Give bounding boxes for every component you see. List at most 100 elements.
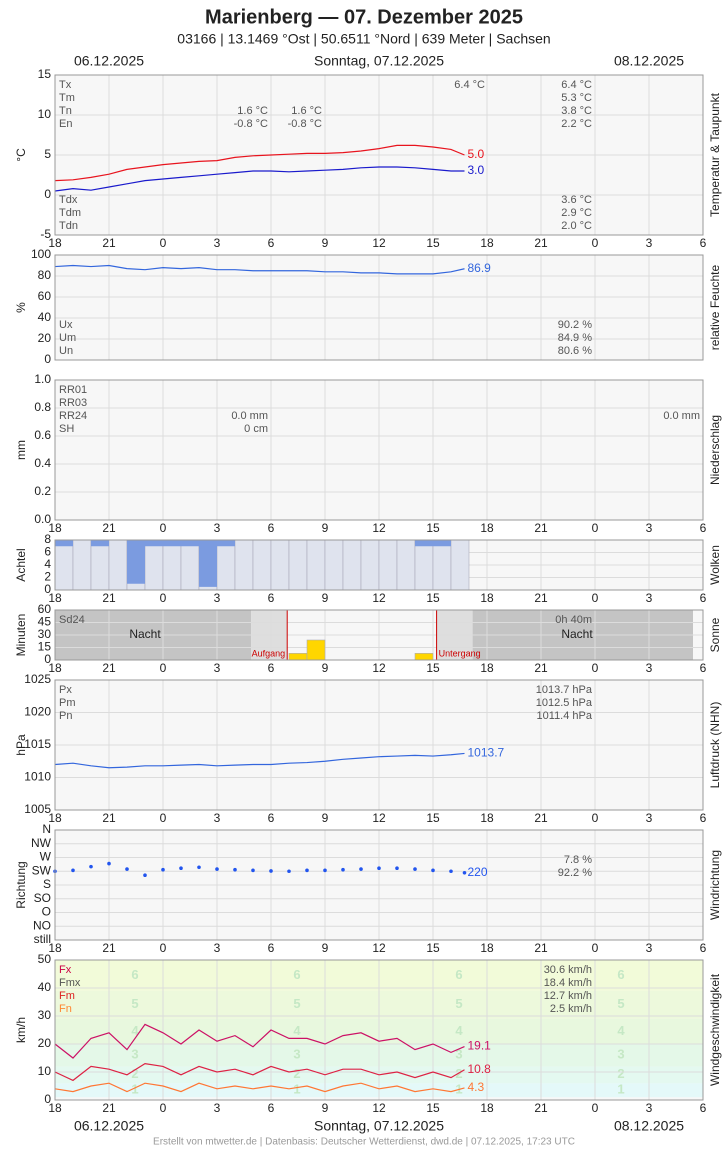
band-label: 2 (131, 1066, 138, 1081)
bar (234, 539, 254, 591)
band-label: 5 (455, 996, 462, 1011)
point (287, 869, 291, 874)
end-label: 19.1 (468, 1039, 492, 1053)
x-tick-label: 18 (480, 521, 494, 535)
x-tick-label: 0 (592, 1101, 599, 1115)
stat-value: 84.9 % (558, 332, 592, 344)
stat-value: 90.2 % (558, 319, 592, 331)
x-tick-label: 18 (48, 941, 62, 955)
bar (270, 539, 290, 591)
stat-value: 7.8 % (564, 854, 592, 866)
stat-value: 1.6 °C (291, 105, 322, 117)
x-tick-label: 6 (700, 591, 707, 605)
bar (360, 539, 380, 591)
y-tick-label: 0.0 (34, 512, 51, 526)
panel-title: Sonne (708, 617, 722, 652)
x-tick-label: 9 (322, 236, 329, 250)
x-tick-label: 9 (322, 661, 329, 675)
band-label: 1 (617, 1082, 624, 1097)
y-tick-label: 1.0 (34, 372, 51, 386)
y-tick-label: 8 (44, 532, 51, 546)
x-tick-label: 18 (480, 941, 494, 955)
line (54, 166, 465, 192)
y-tick-label: 30 (38, 1008, 52, 1022)
x-tick-label: 3 (214, 521, 221, 535)
stat-label: Fmx (59, 977, 81, 989)
bar (432, 539, 452, 591)
point (107, 861, 111, 866)
x-tick-label: 3 (214, 941, 221, 955)
plot-border (54, 379, 704, 521)
y-tick-label: 60 (38, 602, 52, 616)
x-tick-label: 9 (322, 521, 329, 535)
panel-title: Niederschlag (708, 415, 722, 485)
band-label: 3 (617, 1047, 624, 1062)
x-tick-label: 6 (268, 521, 275, 535)
plot-border (54, 679, 704, 811)
end-label: 4.3 (468, 1080, 485, 1094)
stat-value: 0.0 mm (231, 410, 268, 422)
y-tick-label: NO (33, 918, 51, 932)
point (431, 868, 435, 873)
stat-label: Tdm (59, 207, 81, 219)
y-tick-label: 50 (38, 952, 52, 966)
end-label: 220 (468, 865, 488, 879)
y-tick-label: 15 (38, 640, 52, 654)
y-tick-label: 10 (38, 107, 52, 121)
x-tick-label: 0 (160, 1101, 167, 1115)
x-tick-label: 6 (700, 236, 707, 250)
x-tick-label: 21 (102, 236, 116, 250)
y-axis-label: Minuten (14, 614, 28, 657)
stat-label: Tdn (59, 220, 78, 232)
x-tick-label: 15 (426, 811, 440, 825)
stat-value: 2.2 °C (561, 118, 592, 130)
stat-label: Um (59, 332, 76, 344)
point (179, 866, 183, 870)
point (233, 867, 237, 872)
plot-border (54, 254, 704, 361)
panel-title: Windrichtung (708, 850, 722, 920)
stat-value: 2.5 km/h (550, 1003, 592, 1015)
bar (108, 539, 128, 591)
y-axis-label: hPa (14, 734, 28, 756)
x-tick-label: 6 (700, 661, 707, 675)
bar (91, 540, 109, 547)
subtitle: 03166 | 13.1469 °Ost | 50.6511 °Nord | 6… (177, 31, 550, 47)
x-tick-label: 6 (268, 591, 275, 605)
band-label: 4 (455, 1023, 463, 1038)
x-tick-label: 3 (214, 591, 221, 605)
stat-label: Un (59, 345, 73, 357)
bar (127, 540, 145, 584)
x-tick-label: 3 (646, 941, 653, 955)
y-tick-label: 4 (44, 557, 51, 571)
y-tick-label: -5 (40, 227, 51, 241)
date-right: 08.12.2025 (614, 1118, 684, 1134)
x-tick-label: 15 (426, 591, 440, 605)
band-label: 1 (293, 1082, 300, 1097)
plot-border (54, 74, 704, 236)
panel-title: Wolken (708, 545, 722, 585)
panel-title: Temperatur & Taupunkt (708, 92, 722, 217)
x-tick-label: 0 (160, 811, 167, 825)
x-tick-label: 3 (646, 1101, 653, 1115)
x-tick-label: 21 (102, 941, 116, 955)
date-left: 06.12.2025 (74, 53, 144, 69)
bar (415, 540, 433, 547)
y-tick-label: 40 (38, 310, 52, 324)
y-tick-label: 10 (38, 1064, 52, 1078)
y-tick-label: 0 (44, 582, 51, 596)
night-label: Nacht (129, 627, 161, 641)
x-tick-label: 21 (534, 661, 548, 675)
end-label: 86.9 (468, 261, 492, 275)
band-label: 5 (293, 996, 300, 1011)
band-label: 4 (617, 1023, 625, 1038)
bar (450, 539, 470, 591)
date-left: 06.12.2025 (74, 1118, 144, 1134)
stat-value: 0 cm (244, 423, 268, 435)
line (54, 144, 465, 182)
x-tick-label: 3 (646, 661, 653, 675)
stat-value: 18.4 km/h (544, 977, 592, 989)
x-tick-label: 0 (160, 236, 167, 250)
band-label: 4 (293, 1023, 301, 1038)
